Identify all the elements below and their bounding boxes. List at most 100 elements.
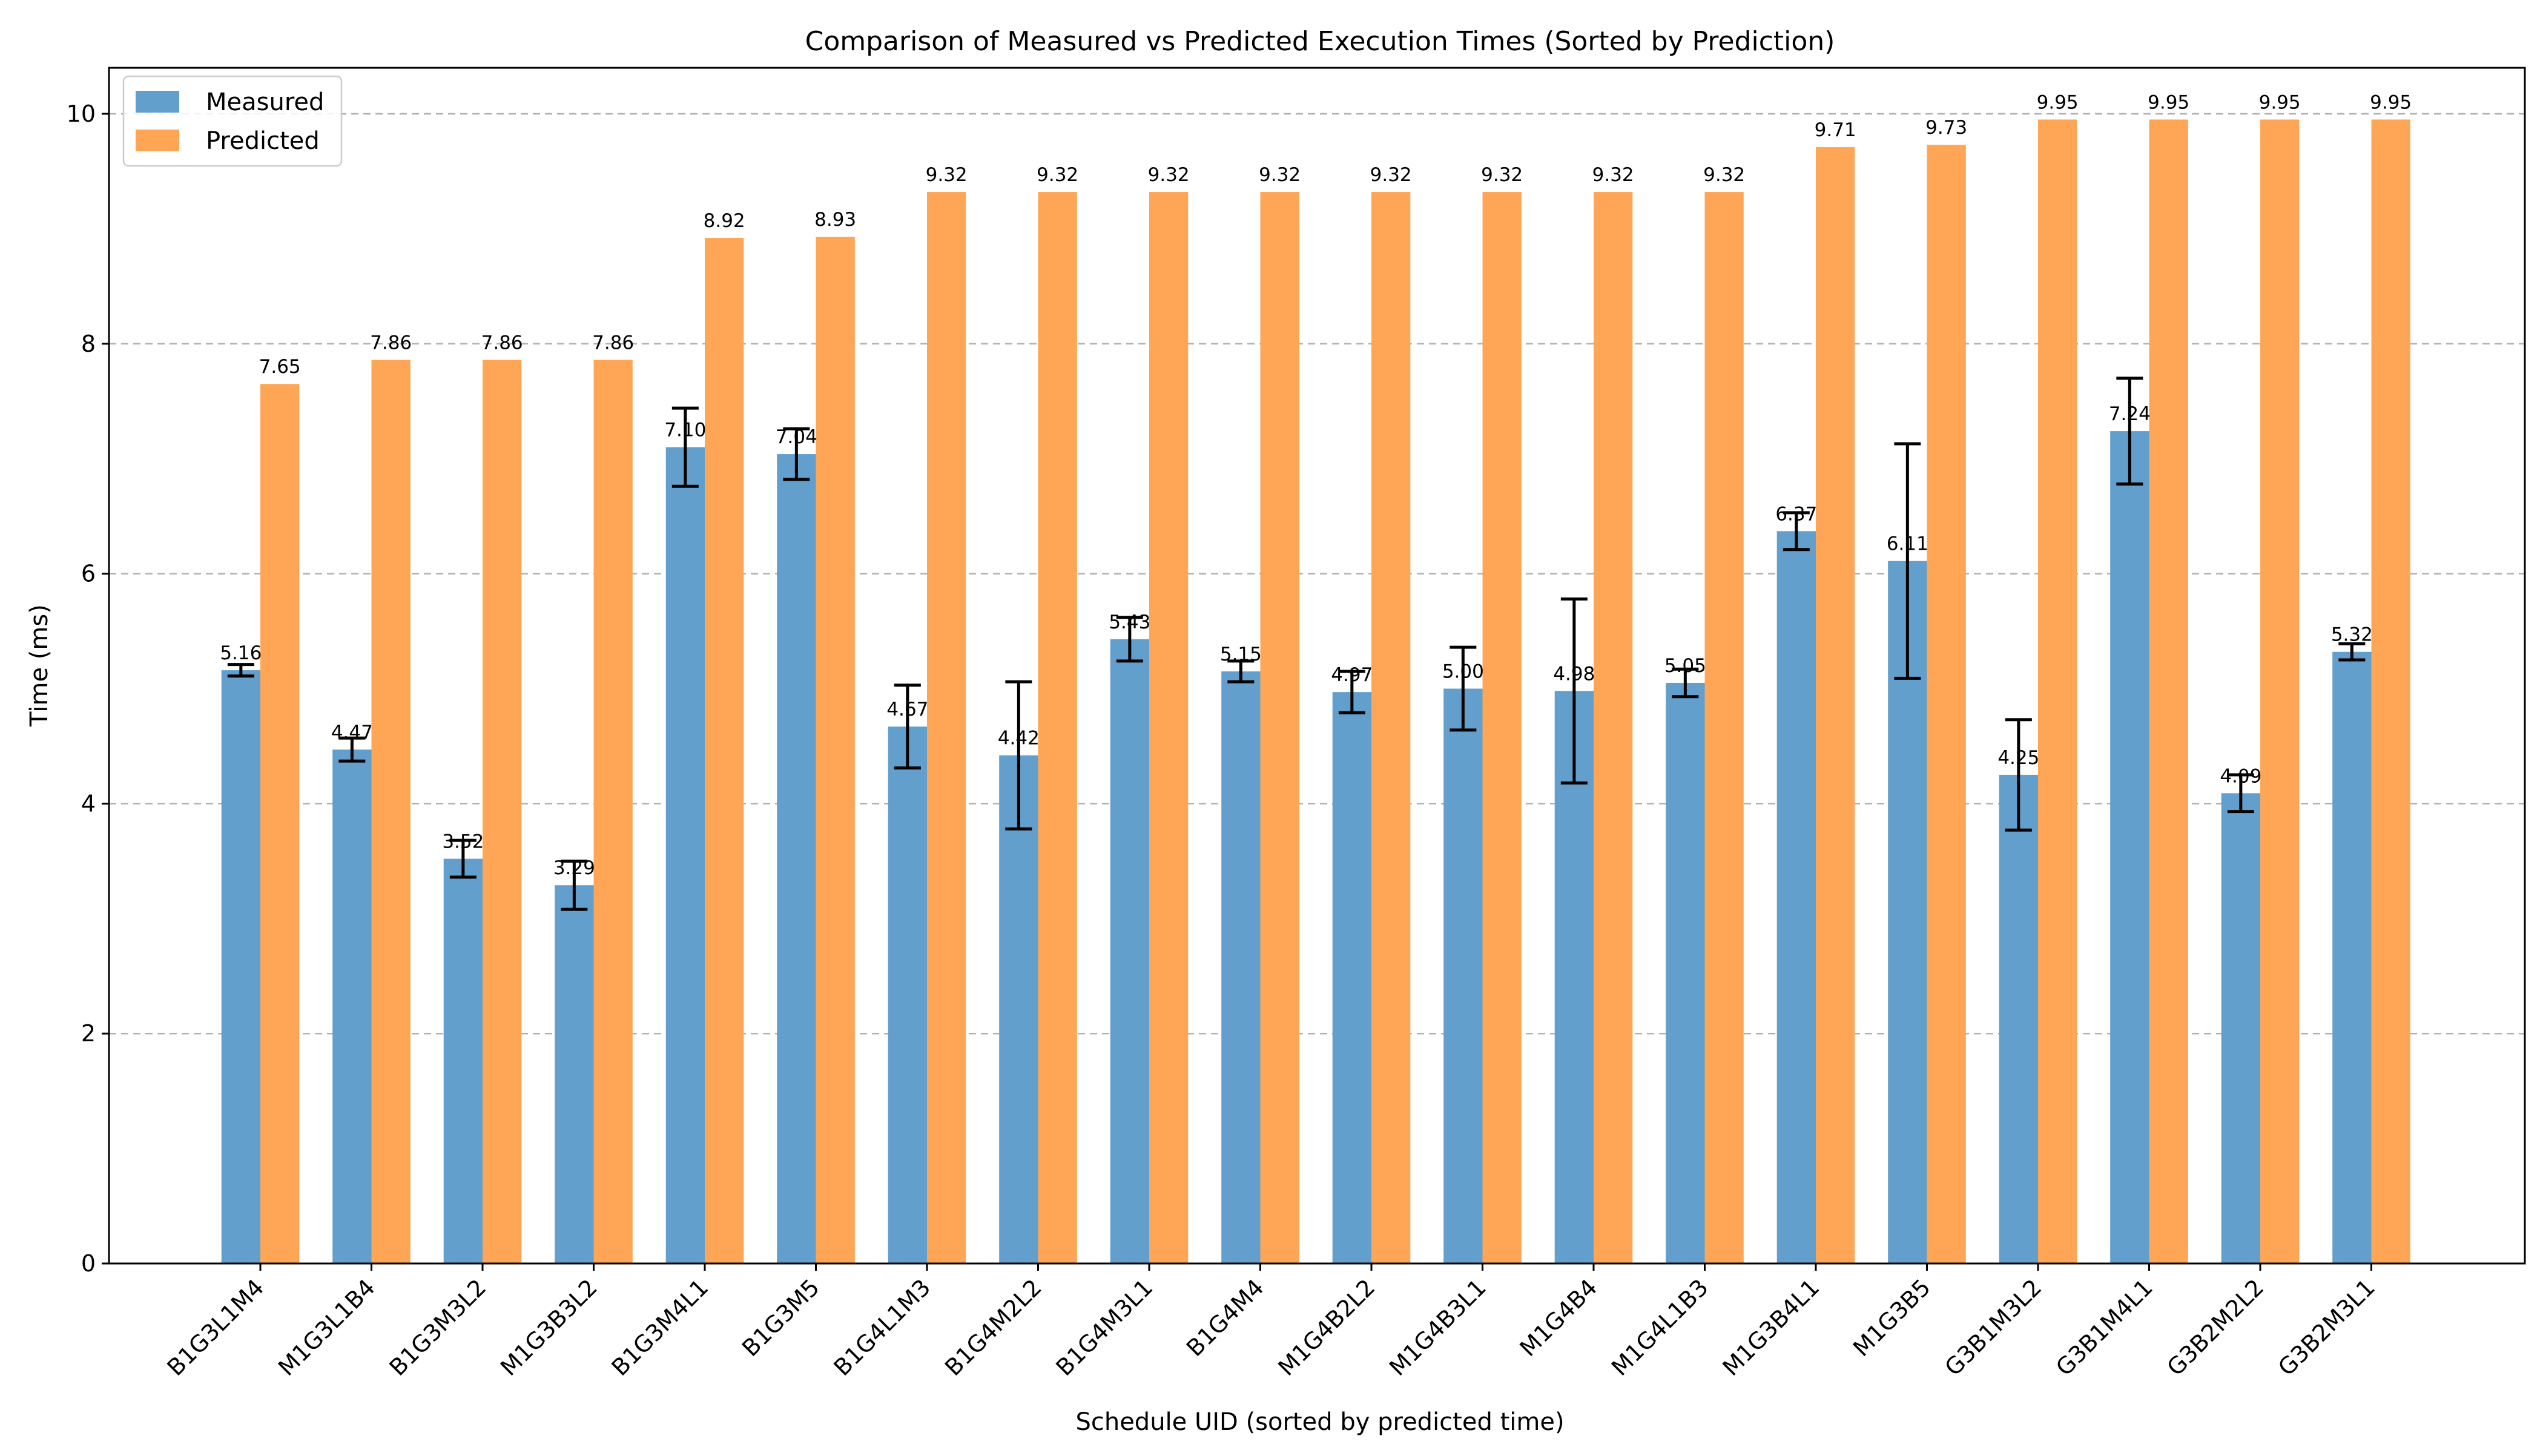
error-bar-M1G4B4 <box>1560 597 1588 785</box>
x-tick-label-G3B1M4L1: G3B1M4L1 <box>2051 1274 2158 1381</box>
data-label-measured-B1G3M4L1: 7.10 <box>664 420 706 441</box>
data-label-predicted-B1G3M5: 8.93 <box>814 209 856 231</box>
bar-measured-M1G4B3L1 <box>1443 688 1483 1263</box>
bar-predicted-M1G3B5 <box>1927 145 1966 1263</box>
data-label-predicted-G3B1M3L2: 9.95 <box>2037 91 2079 113</box>
x-axis: B1G3L1M4 M1G3L1B4 B1G3M3L2 M1G3B3L2 B1G3M4L1… <box>162 1263 2380 1381</box>
error-bar-M1G4L1B3 <box>1672 667 1699 699</box>
bar-predicted-M1G3L1B4 <box>371 360 411 1264</box>
data-labels: 5.16 7.65 4.47 7.86 3.52 7.86 3.29 7.86 7.10 8.92… <box>220 91 2412 879</box>
bar-measured-B1G3L1M4 <box>221 670 260 1263</box>
error-bar-B1G3M5 <box>783 427 810 481</box>
bar-measured-M1G4B4 <box>1554 691 1594 1263</box>
data-label-predicted-B1G4M4: 9.32 <box>1259 164 1301 186</box>
data-label-measured-M1G3B4L1: 6.37 <box>1775 503 1817 525</box>
x-tick-label-G3B2M3L1: G3B2M3L1 <box>2273 1274 2380 1381</box>
error-bar-G3B1M4L1 <box>2116 377 2143 486</box>
error-bar-M1G4B3L1 <box>1450 645 1477 732</box>
bar-predicted-M1G4B4 <box>1594 192 1633 1263</box>
x-tick-label-M1G3B3L2: M1G3B3L2 <box>495 1274 602 1381</box>
data-label-measured-G3B1M3L2: 4.25 <box>1997 747 2039 769</box>
bar-predicted-B1G4M4 <box>1260 192 1299 1263</box>
bar-measured-B1G4L1M3 <box>888 726 927 1263</box>
bar-measured-M1G3B3L2 <box>555 885 594 1263</box>
bar-predicted-M1G3B4L1 <box>1816 147 1855 1263</box>
data-label-predicted-G3B2M2L2: 9.95 <box>2259 91 2301 113</box>
data-label-predicted-M1G4L1B3: 9.32 <box>1703 164 1745 186</box>
data-label-measured-B1G4M2L2: 4.42 <box>998 728 1040 749</box>
x-tick-label-B1G4L1M3: B1G4L1M3 <box>828 1274 935 1381</box>
data-label-measured-M1G4B2L2: 4.97 <box>1331 664 1373 686</box>
error-bar-G3B2M3L1 <box>2338 642 2366 662</box>
x-tick-label-M1G4B2L2: M1G4B2L2 <box>1273 1274 1380 1381</box>
y-tick-label-0: 0 <box>81 1250 96 1277</box>
error-bar-M1G3B3L2 <box>561 859 588 911</box>
bar-measured-B1G4M4 <box>1221 671 1261 1263</box>
bar-predicted-M1G4B2L2 <box>1371 192 1411 1263</box>
y-tick-label-6: 6 <box>81 561 96 587</box>
data-label-predicted-G3B1M4L1: 9.95 <box>2148 91 2189 113</box>
data-label-measured-M1G3L1B4: 4.47 <box>331 722 373 743</box>
bar-predicted-B1G3M5 <box>816 237 855 1263</box>
error-bar-B1G3M3L2 <box>449 838 477 879</box>
bar-predicted-M1G4B3L1 <box>1482 192 1522 1263</box>
bar-measured-B1G4M3L1 <box>1110 639 1149 1263</box>
legend: Measured Predicted <box>122 75 343 167</box>
y-axis: 0 2 4 6 8 10 <box>67 100 109 1277</box>
x-tick-label-M1G3L1B4: M1G3L1B4 <box>273 1274 380 1381</box>
bar-measured-M1G3L1B4 <box>332 749 372 1263</box>
data-label-measured-G3B2M2L2: 4.09 <box>2220 765 2261 787</box>
bar-measured-G3B1M3L2 <box>1999 774 2038 1263</box>
x-tick-label-B1G4M3L1: B1G4M3L1 <box>1051 1274 1158 1381</box>
bar-measured-B1G3M5 <box>777 454 816 1263</box>
data-label-measured-M1G4B3L1: 5.00 <box>1442 660 1484 682</box>
error-bar-B1G4M4 <box>1227 659 1255 684</box>
data-label-measured-M1G3B5: 6.11 <box>1887 533 1928 555</box>
bar-predicted-B1G3M4L1 <box>705 238 744 1264</box>
error-bar-B1G3L1M4 <box>227 663 254 678</box>
error-bar-G3B1M3L2 <box>2005 718 2032 832</box>
bar-predicted-B1G4M2L2 <box>1038 192 1077 1263</box>
bar-measured-M1G4B2L2 <box>1332 692 1371 1263</box>
x-tick-label-M1G4B4: M1G4B4 <box>1515 1274 1603 1362</box>
bar-predicted-M1G3B3L2 <box>593 360 633 1264</box>
data-label-measured-M1G3B3L2: 3.29 <box>553 857 595 879</box>
legend-label-predicted: Predicted <box>206 127 320 155</box>
data-label-predicted-B1G4L1M3: 9.32 <box>926 164 968 186</box>
y-axis-label: Time (ms) <box>25 604 53 727</box>
data-label-predicted-B1G4M2L2: 9.32 <box>1037 164 1078 186</box>
error-bar-B1G4L1M3 <box>894 684 921 770</box>
x-tick-label-B1G4M2L2: B1G4M2L2 <box>940 1274 1047 1381</box>
x-tick-label-B1G3M3L2: B1G3M3L2 <box>384 1274 491 1381</box>
bar-measured-B1G4M2L2 <box>999 755 1038 1263</box>
bar-predicted-B1G3M3L2 <box>483 360 522 1264</box>
error-bar-B1G3M4L1 <box>671 406 699 488</box>
data-label-predicted-B1G3M3L2: 7.86 <box>481 332 523 354</box>
x-tick-label-G3B2M2L2: G3B2M2L2 <box>2162 1274 2269 1381</box>
x-tick-label-M1G4L1B3: M1G4L1B3 <box>1606 1274 1713 1381</box>
error-bar-M1G3B5 <box>1894 442 1921 680</box>
data-label-measured-M1G4L1B3: 5.05 <box>1664 655 1706 677</box>
bar-predicted-B1G4L1M3 <box>927 192 966 1263</box>
x-tick-label-M1G3B5: M1G3B5 <box>1848 1274 1936 1362</box>
legend-swatch-measured <box>136 91 179 113</box>
error-bar-M1G4B2L2 <box>1338 670 1365 714</box>
bar-measured-B1G3M4L1 <box>665 447 705 1264</box>
error-bar-M1G3B4L1 <box>1783 511 1810 552</box>
data-label-predicted-M1G4B3L1: 9.32 <box>1481 164 1523 186</box>
x-axis-label: Schedule UID (sorted by predicted time) <box>1075 1408 1564 1436</box>
data-label-measured-G3B1M4L1: 7.24 <box>2109 403 2151 425</box>
error-bar-B1G4M3L1 <box>1116 616 1143 663</box>
plot-frame <box>108 67 2526 1265</box>
bar-predicted-G3B1M4L1 <box>2149 119 2188 1263</box>
data-label-measured-B1G3M5: 7.04 <box>776 426 817 448</box>
x-tick-label-B1G3M5: B1G3M5 <box>737 1274 825 1362</box>
data-label-measured-B1G3M3L2: 3.52 <box>442 831 484 853</box>
error-bar-M1G3L1B4 <box>338 736 366 763</box>
x-tick-label-B1G3M4L1: B1G3M4L1 <box>606 1274 713 1381</box>
data-label-measured-B1G4L1M3: 4.67 <box>886 699 928 720</box>
data-label-predicted-M1G4B2L2: 9.32 <box>1370 164 1412 186</box>
data-label-predicted-M1G3B5: 9.73 <box>1925 117 1967 139</box>
y-tick-label-2: 2 <box>81 1020 96 1047</box>
